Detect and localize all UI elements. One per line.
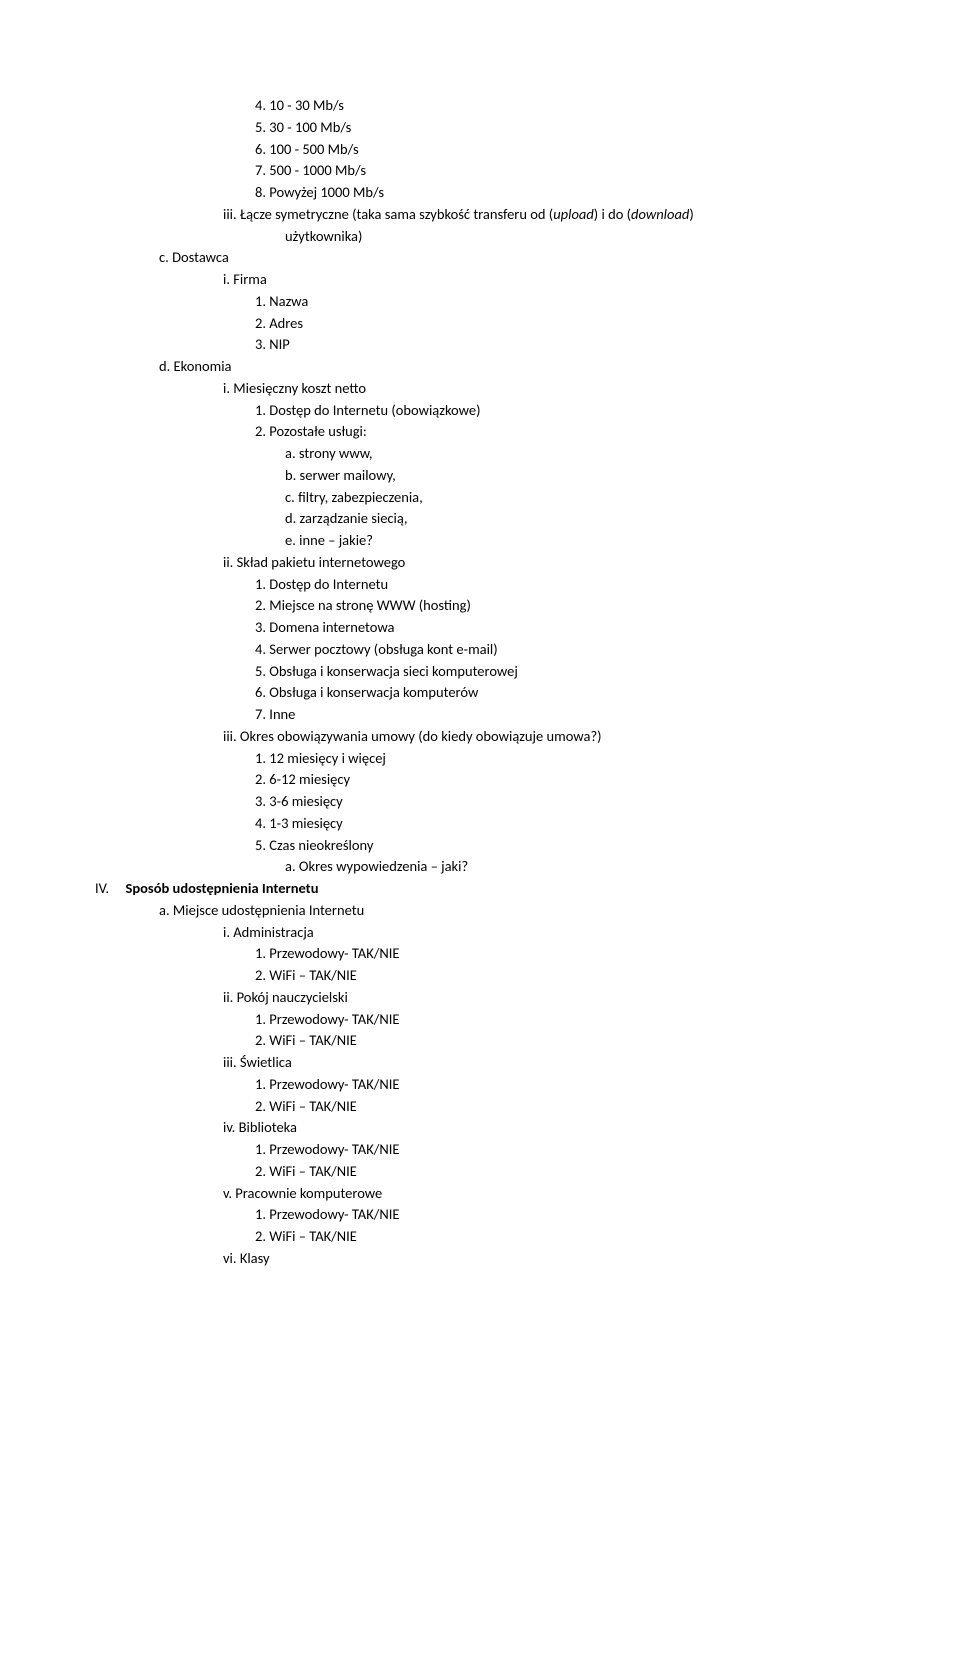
roman-numeral: IV. <box>95 879 109 897</box>
list-item: a. strony www, <box>285 443 875 465</box>
list-item: 1. Przewodowy- TAK/NIE <box>255 1139 875 1161</box>
heading-text: Sposób udostępnienia Internetu <box>125 879 318 897</box>
text: iii. Łącze symetryczne (taka sama szybko… <box>223 205 553 223</box>
list-item: 1. 12 miesięcy i więcej <box>255 748 875 770</box>
list-item: a. Okres wypowiedzenia – jaki? <box>285 856 875 878</box>
list-item: 1. Przewodowy- TAK/NIE <box>255 1009 875 1031</box>
list-item: 1. Przewodowy- TAK/NIE <box>255 943 875 965</box>
list-item: d. Ekonomia <box>159 356 875 378</box>
text: ) <box>689 205 693 223</box>
list-item: 2. Miejsce na stronę WWW (hosting) <box>255 595 875 617</box>
list-item: i. Administracja <box>223 922 875 944</box>
list-item: 6. Obsługa i konserwacja komputerów <box>255 682 875 704</box>
list-item: ii. Skład pakietu internetowego <box>223 552 875 574</box>
list-item: 1. Dostęp do Internetu <box>255 574 875 596</box>
list-item: 1. Przewodowy- TAK/NIE <box>255 1074 875 1096</box>
italic-text: upload <box>553 205 594 223</box>
list-item: 2. WiFi – TAK/NIE <box>255 1226 875 1248</box>
list-item: 2. 6-12 miesięcy <box>255 769 875 791</box>
list-item: c. filtry, zabezpieczenia, <box>285 487 875 509</box>
list-item: 2. Pozostałe usługi: <box>255 421 875 443</box>
list-item: 6. 100 - 500 Mb/s <box>255 139 875 161</box>
list-item: ii. Pokój nauczycielski <box>223 987 875 1009</box>
list-item: 2. WiFi – TAK/NIE <box>255 965 875 987</box>
list-item: iii. Łącze symetryczne (taka sama szybko… <box>223 204 875 226</box>
list-item: d. zarządzanie siecią, <box>285 508 875 530</box>
list-item: 3. NIP <box>255 334 875 356</box>
list-item: i. Firma <box>223 269 875 291</box>
list-item: 2. WiFi – TAK/NIE <box>255 1096 875 1118</box>
list-item: iii. Świetlica <box>223 1052 875 1074</box>
list-item: 7. Inne <box>255 704 875 726</box>
list-item: 8. Powyżej 1000 Mb/s <box>255 182 875 204</box>
section-heading: IV. Sposób udostępnienia Internetu <box>95 878 875 900</box>
list-item: a. Miejsce udostępnienia Internetu <box>159 900 875 922</box>
list-item: e. inne – jakie? <box>285 530 875 552</box>
list-item: 2. Adres <box>255 313 875 335</box>
list-item: 4. 10 - 30 Mb/s <box>255 95 875 117</box>
list-item: 1. Dostęp do Internetu (obowiązkowe) <box>255 400 875 422</box>
text: ) i do ( <box>594 205 631 223</box>
list-item: 3. Domena internetowa <box>255 617 875 639</box>
list-item: iii. Okres obowiązywania umowy (do kiedy… <box>223 726 875 748</box>
list-item: 7. 500 - 1000 Mb/s <box>255 160 875 182</box>
list-item: 4. Serwer pocztowy (obsługa kont e-mail) <box>255 639 875 661</box>
list-item-cont: użytkownika) <box>285 226 875 248</box>
list-item: 5. Obsługa i konserwacja sieci komputero… <box>255 661 875 683</box>
list-item: b. serwer mailowy, <box>285 465 875 487</box>
list-item: vi. Klasy <box>223 1248 875 1270</box>
list-item: c. Dostawca <box>159 247 875 269</box>
list-item: 5. 30 - 100 Mb/s <box>255 117 875 139</box>
list-item: 1. Nazwa <box>255 291 875 313</box>
list-item: v. Pracownie komputerowe <box>223 1183 875 1205</box>
list-item: 2. WiFi – TAK/NIE <box>255 1030 875 1052</box>
list-item: iv. Biblioteka <box>223 1117 875 1139</box>
list-item: 2. WiFi – TAK/NIE <box>255 1161 875 1183</box>
italic-text: download <box>631 205 689 223</box>
list-item: 4. 1-3 miesięcy <box>255 813 875 835</box>
list-item: i. Miesięczny koszt netto <box>223 378 875 400</box>
list-item: 1. Przewodowy- TAK/NIE <box>255 1204 875 1226</box>
list-item: 5. Czas nieokreślony <box>255 835 875 857</box>
list-item: 3. 3-6 miesięcy <box>255 791 875 813</box>
